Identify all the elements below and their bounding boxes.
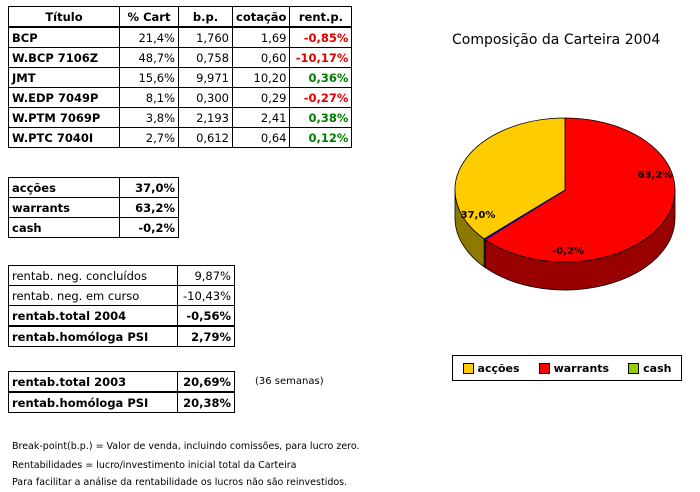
footnote-rentabilidades: Rentabilidades = lucro/investimento inic… — [12, 460, 297, 471]
legend-swatch-warrants — [538, 362, 550, 374]
cell-rentp: 0,36% — [289, 67, 353, 88]
cell-rentp: 0,12% — [289, 127, 353, 148]
legend-swatch-accoes — [462, 362, 474, 374]
allocation-value: -0,2% — [119, 217, 179, 238]
allocation-value: 63,2% — [119, 197, 179, 218]
legend-label-cash: cash — [643, 361, 672, 375]
cell-cart: 15,6% — [119, 67, 179, 88]
cell-cotacao: 0,29 — [231, 87, 291, 108]
returns-row: rentab. neg. concluídos 9,87% — [8, 265, 235, 286]
pie-slice-acções — [454, 117, 566, 240]
cell-bp: 0,758 — [178, 47, 233, 68]
pie-label-warrants: 63,2% — [638, 170, 673, 181]
portfolio-row: JMT 15,6% 9,971 10,20 0,36% — [8, 67, 353, 88]
returns-label: rentab.total 2004 — [8, 305, 178, 327]
cell-cotacao: 0,64 — [231, 127, 291, 148]
returns-2003-value: 20,38% — [177, 391, 235, 413]
portfolio-row: W.BCP 7106Z 48,7% 0,758 0,60 -10,17% — [8, 47, 353, 68]
footnote-breakpoint: Break-point(b.p.) = Valor de venda, incl… — [12, 441, 360, 452]
cell-bp: 2,193 — [178, 107, 233, 128]
cell-cart: 3,8% — [119, 107, 179, 128]
returns-value: -0,56% — [177, 305, 235, 327]
chart-legend: acções warrants cash — [452, 355, 682, 381]
cell-rentp: -10,17% — [289, 47, 353, 68]
portfolio-row: BCP 21,4% 1,760 1,69 -0,85% — [8, 26, 353, 48]
returns-2003-table: rentab.total 2003 20,69% rentab.homóloga P… — [8, 371, 235, 413]
returns-2003-label: rentab.total 2003 — [8, 371, 178, 393]
cell-cart: 2,7% — [119, 127, 179, 148]
cell-bp: 0,612 — [178, 127, 233, 148]
legend-item-accoes: acções — [462, 361, 520, 375]
portfolio-table: Título % Cart b.p. cotação rent.p. BCP 21… — [8, 6, 353, 148]
cell-cotacao: 10,20 — [231, 67, 291, 88]
pie-slice-warrants — [484, 117, 676, 263]
cell-bp: 1,760 — [178, 26, 233, 48]
cell-cotacao: 1,69 — [231, 26, 291, 48]
pie-label-cash: -0,2% — [552, 246, 584, 257]
legend-label-accoes: acções — [477, 361, 520, 375]
legend-item-cash: cash — [628, 362, 671, 375]
cell-titulo: W.BCP 7106Z — [8, 47, 120, 68]
allocation-value: 37,0% — [119, 177, 179, 198]
returns-value: -10,43% — [177, 285, 235, 306]
header-titulo: Título — [8, 6, 120, 28]
cell-cart: 21,4% — [119, 26, 179, 48]
cell-titulo: W.EDP 7049P — [8, 87, 120, 108]
returns-row: rentab.homóloga PSI 2,79% — [8, 325, 235, 347]
allocation-row: cash -0,2% — [8, 217, 179, 238]
cell-rentp: 0,38% — [289, 107, 353, 128]
returns-2003-value: 20,69% — [177, 371, 235, 393]
allocation-label: cash — [8, 217, 120, 238]
cell-bp: 9,971 — [178, 67, 233, 88]
weeks-note: (36 semanas) — [255, 376, 324, 387]
returns-value: 2,79% — [177, 325, 235, 347]
footnote-reinvest: Para facilitar a análise da rentabilidad… — [12, 477, 348, 488]
portfolio-row: W.PTM 7069P 3,8% 2,193 2,41 0,38% — [8, 107, 353, 128]
cell-rentp: -0,85% — [289, 26, 353, 48]
legend-label-warrants: warrants — [553, 361, 610, 375]
header-rentp: rent.p. — [289, 6, 353, 28]
cell-cotacao: 2,41 — [231, 107, 291, 128]
cell-titulo: BCP — [8, 26, 120, 48]
legend-item-warrants: warrants — [538, 361, 610, 375]
cell-titulo: JMT — [8, 67, 120, 88]
returns-2003-row: rentab.homóloga PSI 20,38% — [8, 391, 235, 413]
returns-row: rentab. neg. em curso -10,43% — [8, 285, 235, 306]
portfolio-header-row: Título % Cart b.p. cotação rent.p. — [8, 6, 353, 28]
pie-chart: 37,0% 63,2% -0,2% — [454, 117, 676, 291]
legend-swatch-cash — [628, 362, 640, 374]
chart-title: Composição da Carteira 2004 — [452, 32, 661, 48]
header-cotacao: cotação — [231, 6, 291, 28]
returns-row: rentab.total 2004 -0,56% — [8, 305, 235, 327]
cell-rentp: -0,27% — [289, 87, 353, 108]
allocation-label: acções — [8, 177, 120, 198]
returns-2003-label: rentab.homóloga PSI — [8, 391, 178, 413]
cell-cart: 48,7% — [119, 47, 179, 68]
portfolio-row: W.PTC 7040I 2,7% 0,612 0,64 0,12% — [8, 127, 353, 148]
returns-value: 9,87% — [177, 265, 235, 286]
header-bp: b.p. — [178, 6, 233, 28]
returns-2003-row: rentab.total 2003 20,69% — [8, 371, 235, 393]
portfolio-row: W.EDP 7049P 8,1% 0,300 0,29 -0,27% — [8, 87, 353, 108]
allocation-label: warrants — [8, 197, 120, 218]
cell-bp: 0,300 — [178, 87, 233, 108]
cell-cart: 8,1% — [119, 87, 179, 108]
returns-label: rentab. neg. concluídos — [8, 265, 178, 286]
returns-label: rentab.homóloga PSI — [8, 325, 178, 347]
cell-cotacao: 0,60 — [231, 47, 291, 68]
header-cart: % Cart — [119, 6, 179, 28]
returns-table: rentab. neg. concluídos 9,87% rentab. neg.… — [8, 265, 235, 347]
returns-label: rentab. neg. em curso — [8, 285, 178, 306]
cell-titulo: W.PTC 7040I — [8, 127, 120, 148]
allocation-row: acções 37,0% — [8, 177, 179, 198]
allocation-table: acções 37,0% warrants 63,2% cash -0,2% — [8, 177, 179, 238]
allocation-row: warrants 63,2% — [8, 197, 179, 218]
cell-titulo: W.PTM 7069P — [8, 107, 120, 128]
pie-label-acções: 37,0% — [461, 210, 496, 221]
